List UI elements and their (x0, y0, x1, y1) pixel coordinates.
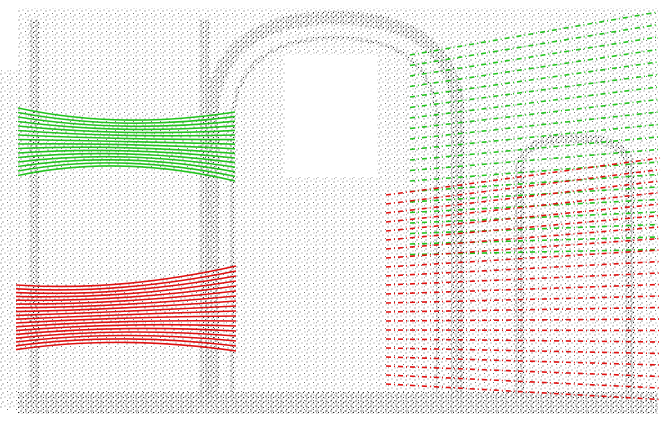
point-cloud-view (0, 0, 662, 424)
floor-points (18, 392, 658, 414)
window (285, 55, 377, 177)
page: (() => { const g = document.getElementBy… (0, 0, 662, 424)
wall-points-left (0, 70, 20, 410)
